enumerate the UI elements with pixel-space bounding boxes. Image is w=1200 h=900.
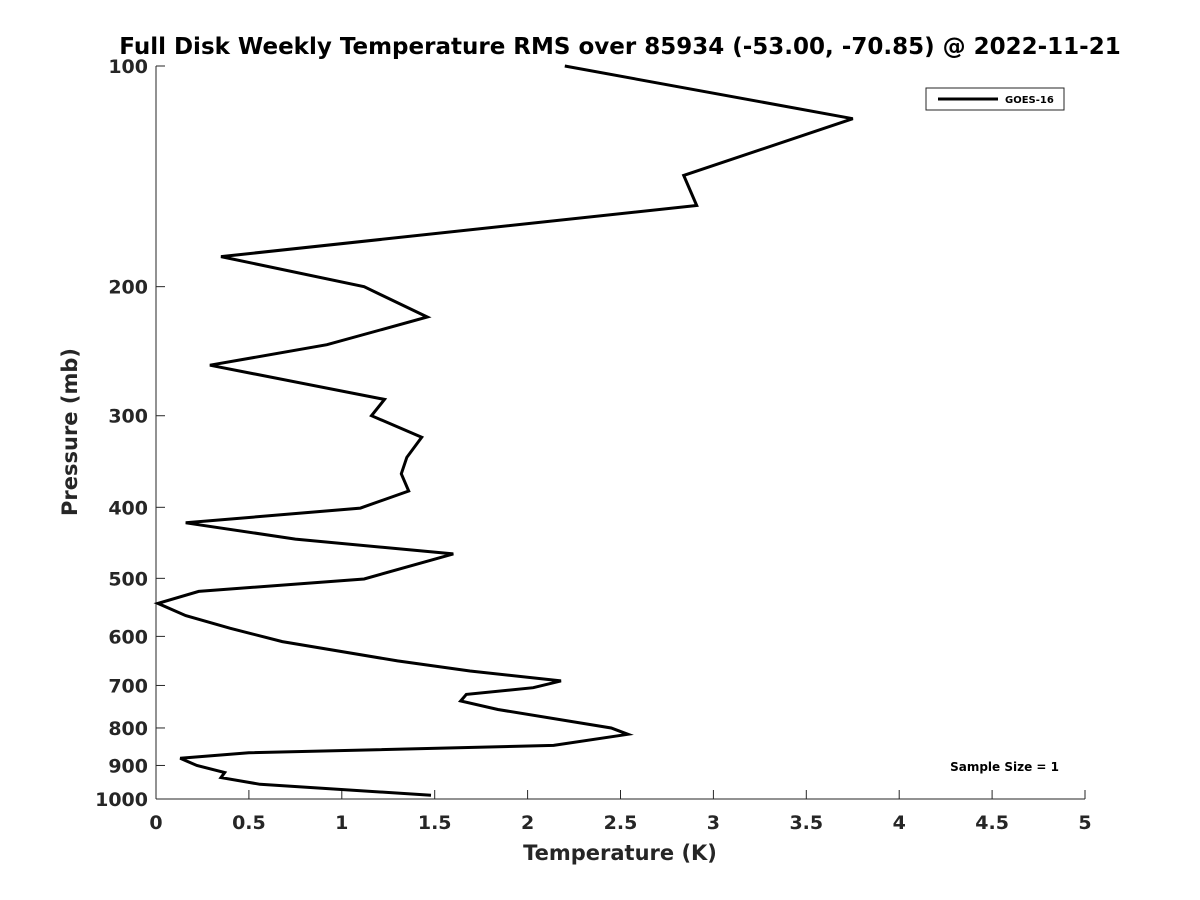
legend-label-goes16: GOES-16	[1005, 95, 1054, 106]
x-tick-label: 3.5	[789, 812, 823, 834]
y-tick-label: 200	[108, 277, 148, 299]
y-ticks: 100 200 300 400 500 600 700 800 900 1000	[95, 56, 165, 811]
x-tick-label: 0	[149, 812, 162, 834]
y-tick-label: 900	[108, 755, 148, 777]
x-tick-label: 2.5	[604, 812, 638, 834]
chart-title: Full Disk Weekly Temperature RMS over 85…	[119, 34, 1121, 60]
sample-size-annotation: Sample Size = 1	[950, 760, 1059, 774]
y-axis-label: Pressure (mb)	[58, 348, 82, 516]
x-tick-label: 4.5	[975, 812, 1009, 834]
x-tick-label: 5	[1078, 812, 1091, 834]
x-tick-label: 3	[707, 812, 720, 834]
y-tick-label: 700	[108, 675, 148, 697]
x-axis-label: Temperature (K)	[523, 841, 717, 865]
series-layer	[153, 64, 854, 797]
x-tick-label: 0.5	[232, 812, 266, 834]
x-tick-label: 1.5	[418, 812, 452, 834]
y-tick-label: 800	[108, 718, 148, 740]
x-tick-label: 1	[335, 812, 348, 834]
x-ticks: 0 0.5 1 1.5 2 2.5 3 3.5 4 4.5 5	[149, 790, 1092, 834]
x-tick-label: 2	[521, 812, 534, 834]
y-tick-label: 300	[108, 406, 148, 428]
series-line-goes16	[153, 64, 854, 797]
y-tick-label: 600	[108, 626, 148, 648]
y-tick-label: 500	[108, 568, 148, 590]
y-tick-label: 400	[108, 497, 148, 519]
x-tick-label: 4	[893, 812, 906, 834]
y-tick-label: 1000	[95, 789, 148, 811]
legend: GOES-16	[925, 87, 1065, 111]
y-tick-label: 100	[108, 56, 148, 78]
